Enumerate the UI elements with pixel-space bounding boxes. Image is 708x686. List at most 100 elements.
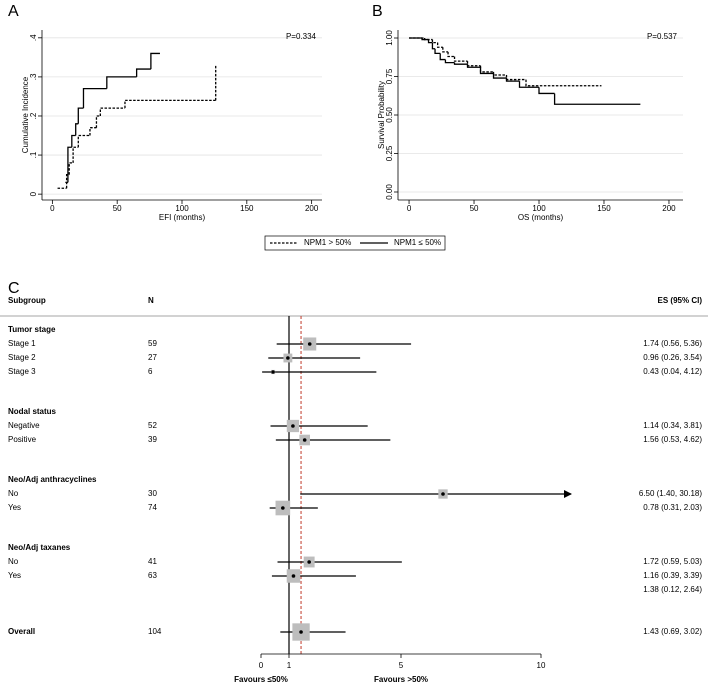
y-tick-label: .4 [29, 34, 38, 41]
y-tick-label: 0.50 [385, 107, 394, 123]
x-tick-label: 100 [532, 204, 546, 213]
row-label: Stage 2 [8, 353, 36, 362]
row-es: 1.16 (0.39, 3.39) [643, 571, 702, 580]
step-segment [525, 79, 602, 87]
row-label: Negative [8, 421, 40, 430]
step-segment [453, 56, 468, 62]
estimate-dot [307, 342, 312, 346]
x-tick-label: 1 [287, 661, 292, 670]
step-segment [427, 39, 433, 44]
y-axis-label: Survival Probability [377, 81, 386, 149]
panel-label: B [372, 3, 383, 20]
y-tick-label: 0.00 [385, 184, 394, 200]
x-tick-label: 0 [259, 661, 264, 670]
x-tick-label: 100 [175, 204, 189, 213]
step-segment [124, 99, 216, 109]
row-label: No [8, 557, 19, 566]
y-tick-label: 0.75 [385, 68, 394, 84]
row-label: Stage 3 [8, 367, 36, 376]
step-segment [439, 53, 446, 61]
legend-label: NPM1 ≤ 50% [394, 238, 441, 247]
step-segment [505, 74, 527, 81]
step-segment [75, 123, 79, 136]
step-segment [72, 146, 79, 163]
step-segment [436, 42, 443, 48]
estimate-dot [441, 492, 445, 496]
x-tick-label: 0 [407, 204, 412, 213]
row-es: 1.72 (0.59, 5.03) [643, 557, 702, 566]
panel-label: C [8, 280, 20, 297]
step-segment [95, 115, 101, 128]
row-n: 52 [148, 421, 157, 430]
row-label: Yes [8, 503, 21, 512]
row-es: 0.43 (0.04, 4.12) [643, 367, 702, 376]
step-segment [150, 52, 160, 70]
row-label: Positive [8, 435, 37, 444]
step-segment [538, 87, 555, 95]
x-tick-label: 200 [662, 204, 676, 213]
p-value: P=0.537 [647, 32, 678, 41]
x-tick-label: 0 [50, 204, 55, 213]
row-n: 59 [148, 339, 157, 348]
row-es: 1.43 (0.69, 3.02) [643, 627, 702, 636]
step-segment [442, 47, 449, 53]
row-es: 6.50 (1.40, 30.18) [639, 489, 702, 498]
row-n: 63 [148, 571, 157, 580]
estimate-dot [271, 370, 275, 374]
step-segment [447, 51, 455, 58]
y-tick-label: 0 [29, 191, 38, 196]
step-segment [135, 68, 151, 77]
group-label: Nodal status [8, 407, 57, 416]
x-axis-label: EFI (months) [159, 213, 206, 222]
row-n: 39 [148, 435, 157, 444]
row-es: 1.74 (0.56, 5.36) [643, 339, 702, 348]
row-n: 74 [148, 503, 157, 512]
p-value: P=0.334 [286, 32, 317, 41]
step-segment [492, 73, 507, 79]
x-tick-label: 150 [240, 204, 254, 213]
y-tick-label: .3 [29, 73, 38, 80]
row-es: 1.38 (0.12, 2.64) [643, 585, 702, 594]
step-segment [77, 134, 90, 148]
group-label: Neo/Adj anthracyclines [8, 475, 97, 484]
group-label: Neo/Adj taxanes [8, 543, 71, 552]
estimate-dot [281, 506, 285, 510]
x-tick-label: 5 [399, 661, 404, 670]
favours-label: Favours >50% [374, 675, 428, 684]
step-segment [466, 64, 481, 68]
row-es: 1.56 (0.53, 4.62) [643, 435, 702, 444]
estimate-dot [299, 630, 303, 634]
row-label: Stage 1 [8, 339, 36, 348]
row-n: 104 [148, 627, 162, 636]
x-tick-label: 50 [113, 204, 122, 213]
step-segment [65, 173, 70, 189]
step-segment [71, 134, 76, 148]
y-tick-label: .2 [29, 112, 38, 119]
panel-label: A [8, 3, 19, 20]
step-segment [553, 93, 641, 105]
row-n: 41 [148, 557, 157, 566]
row-n: 27 [148, 353, 157, 362]
x-tick-label: 50 [470, 204, 479, 213]
x-tick-label: 10 [537, 661, 546, 670]
step-segment [431, 42, 436, 50]
step-segment [82, 87, 107, 109]
row-label: No [8, 489, 19, 498]
favours-label: Favours ≤50% [234, 675, 288, 684]
row-n: 30 [148, 489, 157, 498]
legend-label: NPM1 > 50% [304, 238, 351, 247]
step-segment [99, 107, 125, 116]
step-segment [466, 61, 481, 67]
x-axis-label: OS (months) [518, 213, 564, 222]
step-segment [431, 39, 438, 44]
estimate-dot [286, 356, 290, 360]
column-header: N [148, 296, 154, 305]
step-segment [89, 127, 97, 136]
step-segment [77, 107, 84, 124]
step-segment [106, 76, 137, 89]
step-segment [505, 78, 520, 82]
estimate-dot [291, 574, 296, 578]
step-segment [67, 146, 72, 183]
column-header: Subgroup [8, 296, 46, 305]
